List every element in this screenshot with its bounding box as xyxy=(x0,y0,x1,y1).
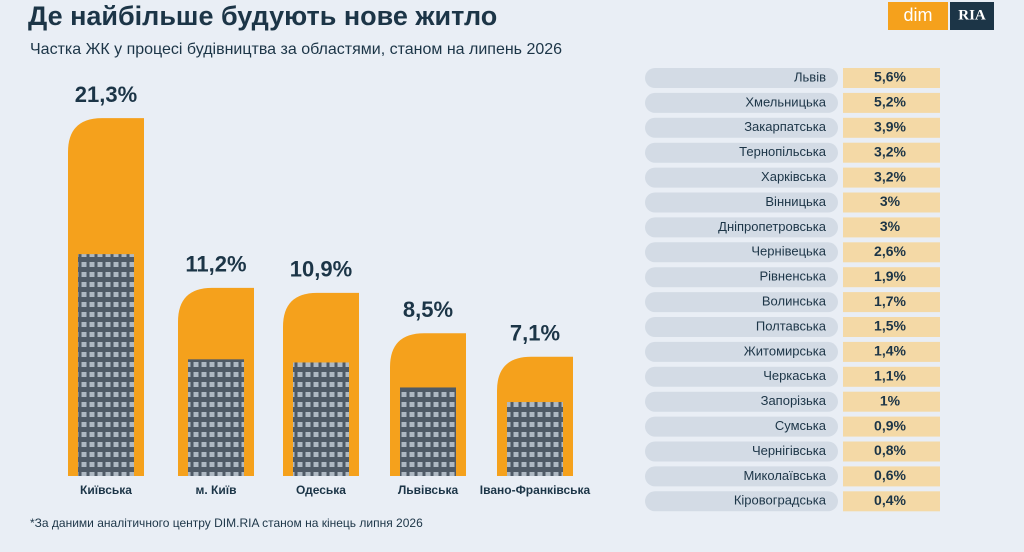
share-cell xyxy=(843,267,940,288)
region-share: 1% xyxy=(880,392,901,408)
region-name: Полтавська xyxy=(756,318,827,333)
building xyxy=(293,362,349,476)
region-name: Харківська xyxy=(761,169,827,184)
region-share: 0,9% xyxy=(874,417,906,433)
region-cell xyxy=(645,192,838,213)
region-share: 3% xyxy=(880,193,901,209)
region-share: 3% xyxy=(880,218,901,234)
region-share: 3,2% xyxy=(874,143,906,159)
value-label: 11,2% xyxy=(185,252,246,277)
region-cell xyxy=(645,317,838,337)
region-share: 3,2% xyxy=(874,168,906,184)
value-label: 8,5% xyxy=(403,297,453,322)
region-share: 0,8% xyxy=(874,442,906,458)
region-share: 5,6% xyxy=(874,69,906,85)
value-label: 10,9% xyxy=(290,257,352,282)
title: Де найбільше будують нове житло xyxy=(28,1,497,31)
share-cell xyxy=(843,391,940,412)
region-name: Волинська xyxy=(762,294,827,309)
region-cell xyxy=(645,466,838,487)
share-cell xyxy=(843,117,940,138)
region-share: 1,9% xyxy=(874,268,906,284)
share-cell xyxy=(843,441,940,462)
region-name: Кіровоградська xyxy=(734,493,827,508)
region-cell xyxy=(645,217,838,238)
region-share: 1,5% xyxy=(874,318,906,334)
region-name: Тернопільська xyxy=(739,144,827,159)
share-cell xyxy=(843,292,940,313)
share-cell xyxy=(843,341,940,362)
region-name: Закарпатська xyxy=(744,119,827,134)
logo-text: dim xyxy=(903,5,932,25)
region-cell xyxy=(645,391,838,412)
building xyxy=(188,359,244,476)
logo-box xyxy=(888,2,948,30)
region-name: Львів xyxy=(794,69,826,84)
region-cell xyxy=(645,267,838,288)
share-cell xyxy=(843,192,940,213)
building xyxy=(78,254,134,476)
region-name: Запорізька xyxy=(761,393,827,408)
region-name: Чернігівська xyxy=(752,443,827,458)
share-cell xyxy=(843,366,940,387)
footnote: *За даними аналітичного центру DIM.RIA с… xyxy=(30,516,423,530)
share-cell xyxy=(843,142,940,163)
value-label: 21,3% xyxy=(75,82,137,107)
share-cell xyxy=(843,491,940,512)
category-label: Львівська xyxy=(398,483,459,497)
region-share: 3,9% xyxy=(874,119,906,135)
share-cell xyxy=(843,416,940,437)
region-name: Хмельницька xyxy=(745,94,826,109)
region-cell xyxy=(645,68,838,88)
region-cell xyxy=(645,416,838,437)
region-cell xyxy=(645,491,838,512)
region-cell xyxy=(645,142,838,163)
region-share: 0,4% xyxy=(874,492,906,508)
region-name: Житомирська xyxy=(744,343,827,358)
region-name: Дніпропетровська xyxy=(718,219,827,234)
region-cell xyxy=(645,292,838,313)
region-cell xyxy=(645,92,838,113)
region-cell xyxy=(645,167,838,188)
logo-text: RIA xyxy=(958,7,986,23)
share-cell xyxy=(843,68,940,88)
category-label: Київська xyxy=(80,483,132,497)
region-cell xyxy=(645,366,838,387)
subtitle: Частка ЖК у процесі будівництва за облас… xyxy=(30,41,562,58)
region-cell xyxy=(645,341,838,362)
category-label: Одеська xyxy=(296,483,346,497)
region-share: 2,6% xyxy=(874,243,906,259)
category-label: Івано-Франківська xyxy=(480,483,591,497)
region-share: 1,1% xyxy=(874,368,906,384)
share-cell xyxy=(843,92,940,113)
building xyxy=(400,387,456,476)
share-cell xyxy=(843,217,940,238)
region-name: Миколаївська xyxy=(743,468,826,483)
region-share: 5,2% xyxy=(874,94,906,110)
region-share: 1,4% xyxy=(874,343,906,359)
building xyxy=(507,402,563,476)
share-cell xyxy=(843,466,940,487)
category-label: м. Київ xyxy=(196,483,237,497)
share-cell xyxy=(843,167,940,188)
region-name: Рівненська xyxy=(759,269,826,284)
region-name: Чернівецька xyxy=(751,244,826,259)
region-cell xyxy=(645,441,838,462)
region-name: Черкаська xyxy=(763,368,827,383)
region-name: Сумська xyxy=(775,418,827,433)
region-cell xyxy=(645,117,838,138)
share-cell xyxy=(843,242,940,263)
region-name: Вінницька xyxy=(765,194,826,209)
region-share: 1,7% xyxy=(874,293,906,309)
share-cell xyxy=(843,317,940,337)
value-label: 7,1% xyxy=(510,321,560,346)
logo-box xyxy=(950,2,994,30)
region-cell xyxy=(645,242,838,263)
region-share: 0,6% xyxy=(874,467,906,483)
